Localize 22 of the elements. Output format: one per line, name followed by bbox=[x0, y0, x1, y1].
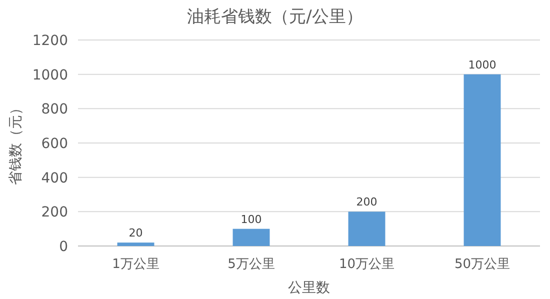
y-tick-label: 800 bbox=[41, 102, 68, 118]
bar bbox=[232, 228, 270, 246]
bar bbox=[464, 74, 501, 246]
bar bbox=[117, 242, 154, 246]
x-tick-label: 10万公里 bbox=[338, 257, 395, 272]
x-tick-label: 50万公里 bbox=[454, 257, 510, 272]
y-tick-label: 0 bbox=[59, 239, 68, 255]
y-tick-label: 1200 bbox=[32, 33, 68, 49]
x-axis-title: 公里数 bbox=[288, 280, 330, 296]
x-tick-label: 1万公里 bbox=[112, 257, 160, 272]
y-tick-label: 200 bbox=[41, 204, 68, 221]
data-label: 200 bbox=[356, 196, 378, 209]
data-label: 100 bbox=[240, 212, 262, 226]
data-label: 20 bbox=[128, 226, 143, 240]
y-tick-label: 1000 bbox=[32, 67, 68, 84]
y-axis-title: 省钱数（元） bbox=[8, 101, 24, 185]
data-label: 1000 bbox=[468, 58, 496, 72]
x-tick-label: 5万公里 bbox=[228, 257, 275, 272]
chart-title: 油耗省钱数（元/公里） bbox=[187, 7, 363, 27]
bar bbox=[348, 212, 386, 246]
y-tick-label: 600 bbox=[41, 136, 68, 152]
y-tick-label: 400 bbox=[41, 170, 68, 186]
